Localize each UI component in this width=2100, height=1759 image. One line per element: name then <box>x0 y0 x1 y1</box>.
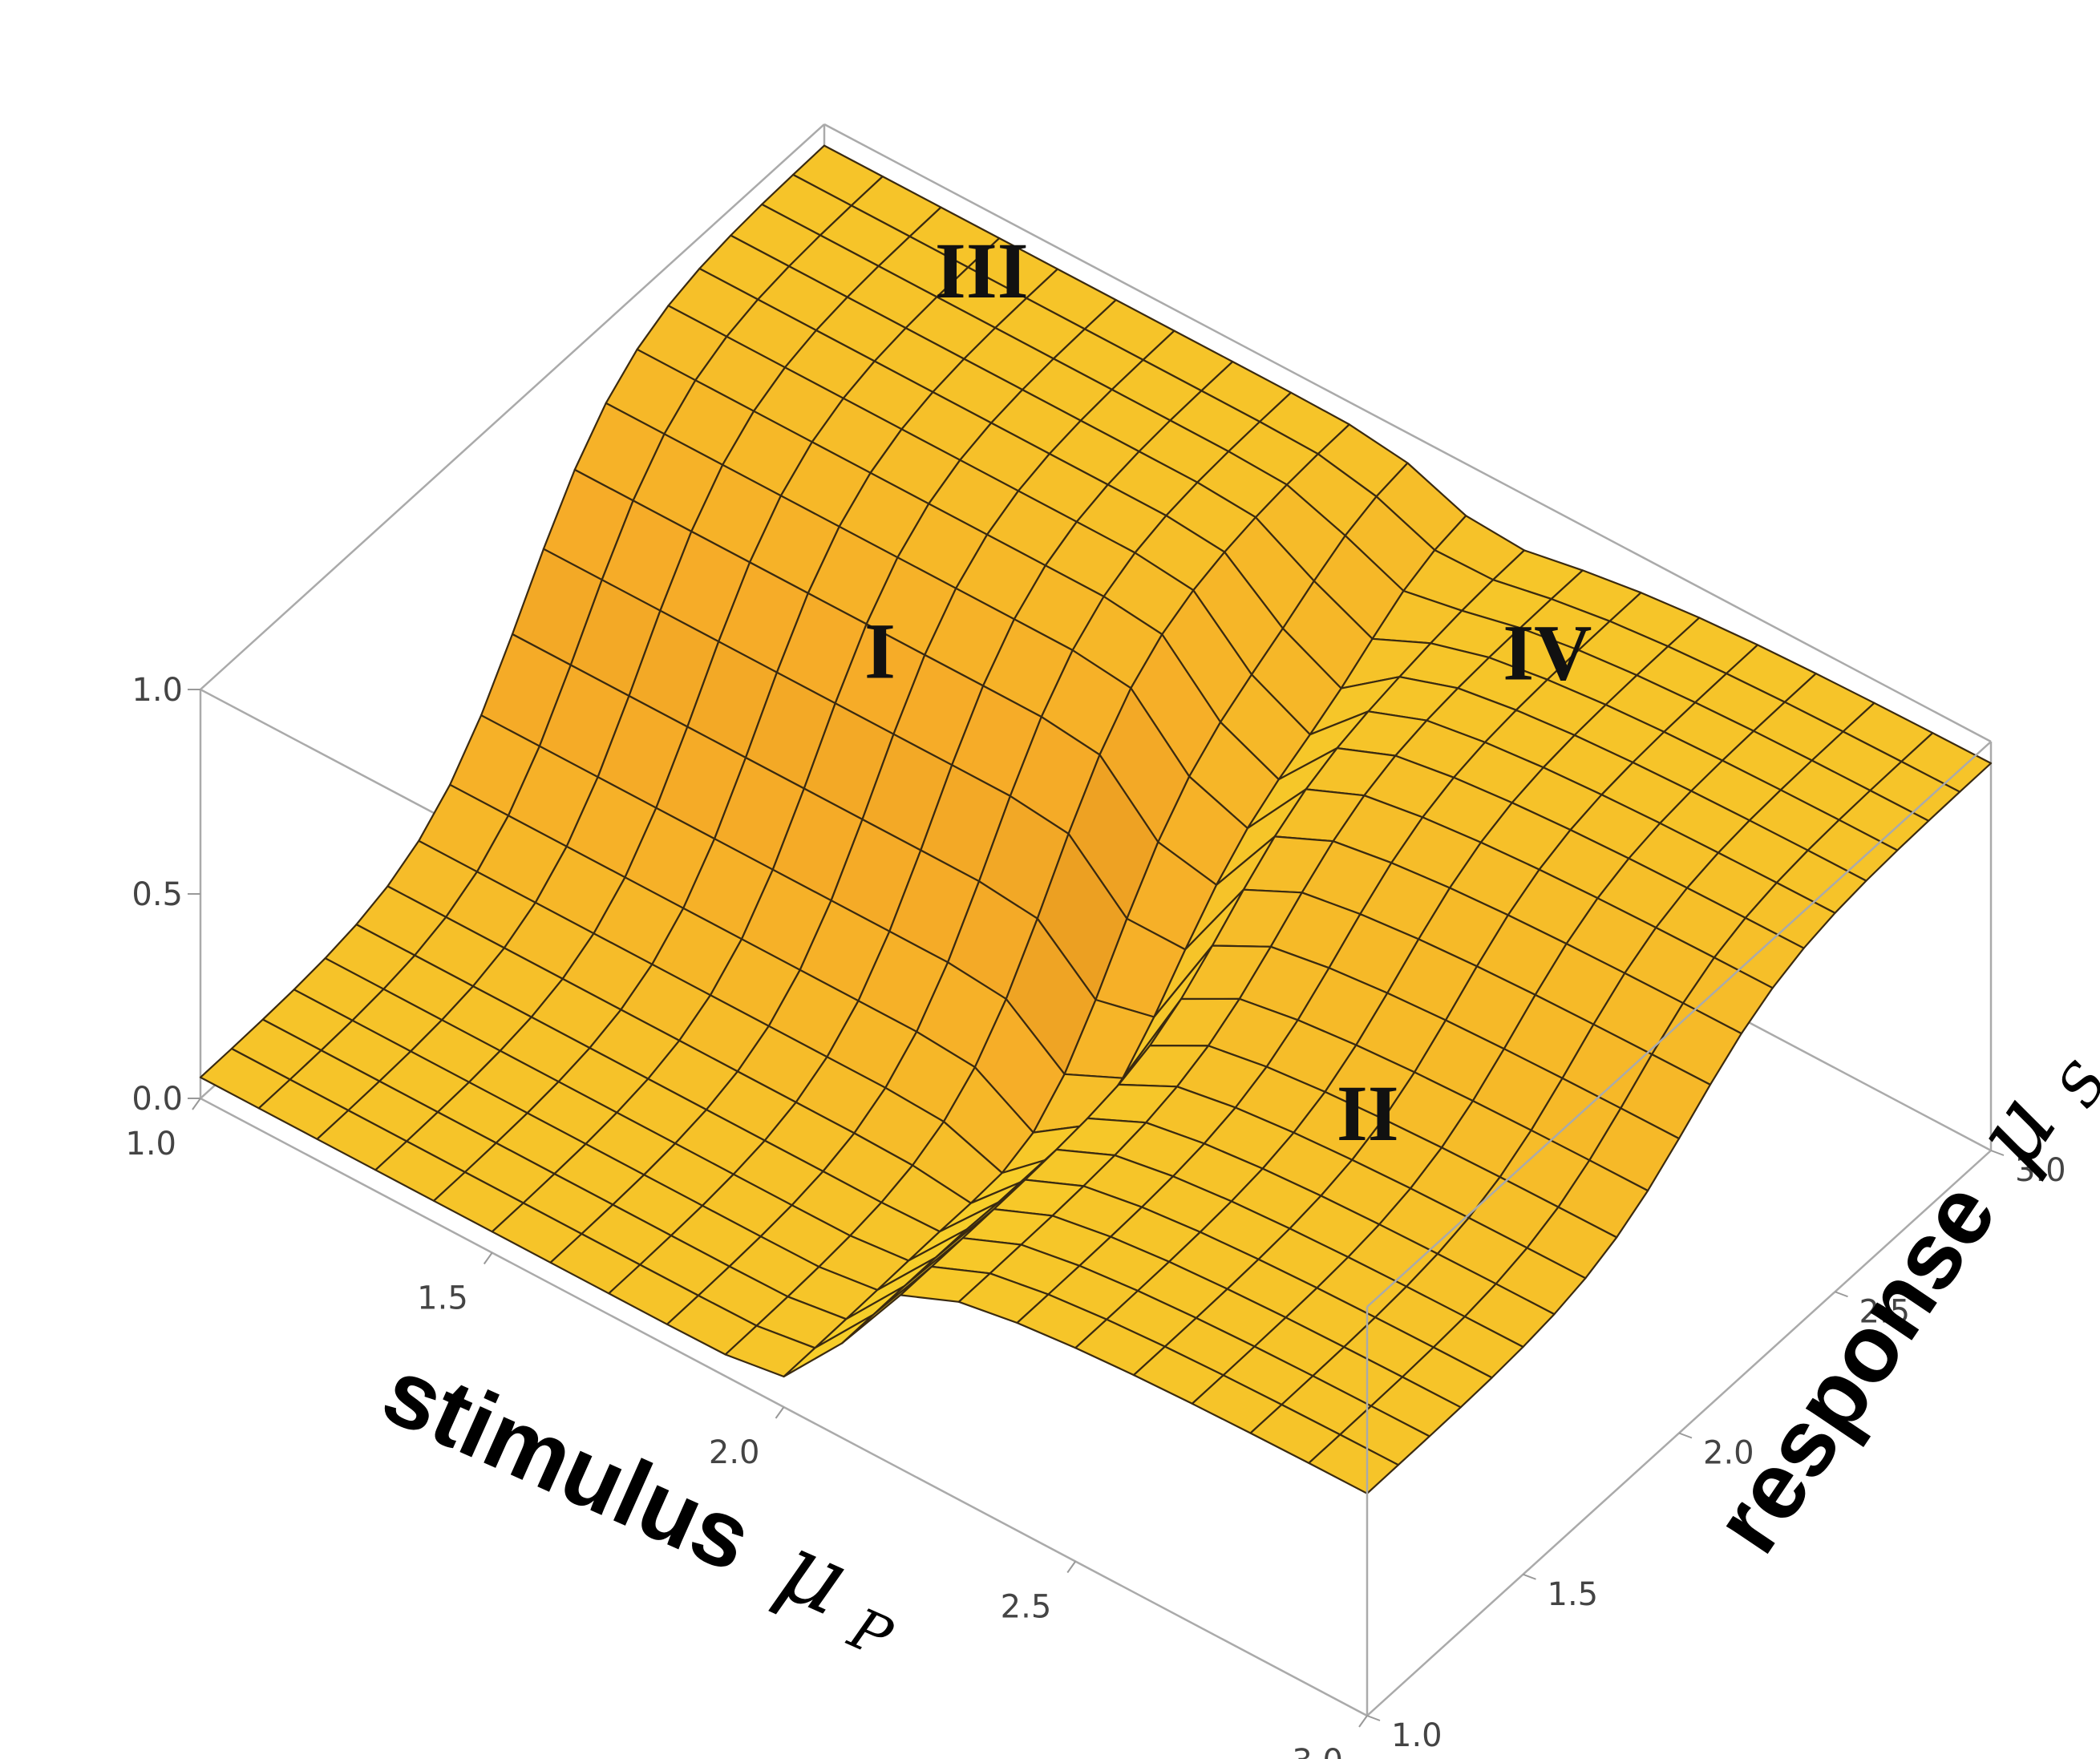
y-tick-mark <box>1366 1715 1381 1721</box>
z-tick-label: 1.0 <box>132 672 183 709</box>
region-label-ii: II <box>1337 1069 1399 1158</box>
x-tick-label: 1.5 <box>417 1280 468 1317</box>
y-tick-mark <box>1523 1573 1536 1580</box>
x-axis-symbol: μ <box>763 1510 864 1636</box>
x-tick-label: 3.0 <box>1292 1743 1343 1759</box>
x-tick-mark <box>483 1252 493 1265</box>
x-tick-label: 2.0 <box>709 1434 760 1471</box>
region-label-iii: III <box>935 226 1029 315</box>
y-tick-mark <box>1678 1432 1693 1439</box>
x-tick-mark <box>192 1098 201 1110</box>
y-axis-title: response μ S <box>1691 1021 2100 1577</box>
z-tick-label: 0.5 <box>132 876 183 913</box>
y-axis-title-text: response <box>1693 1163 2017 1571</box>
y-tick-mark <box>1835 1291 1848 1298</box>
box-edge <box>1366 741 1992 1308</box>
x-tick-mark <box>1358 1715 1368 1728</box>
y-tick-label: 2.5 <box>1859 1293 1911 1330</box>
y-tick-label: 3.0 <box>2015 1152 2066 1189</box>
box-edge <box>200 123 825 690</box>
x-axis-subscript: P <box>839 1595 903 1672</box>
surface-patch <box>1308 1433 1400 1494</box>
surface-mesh <box>199 144 1993 1494</box>
x-tick-mark <box>1066 1560 1077 1574</box>
y-tick-label: 1.5 <box>1548 1576 1599 1613</box>
z-tick-label: 0.0 <box>132 1081 183 1118</box>
x-tick-label: 1.0 <box>125 1126 176 1163</box>
y-axis-subscript: S <box>2045 1050 2100 1119</box>
x-tick-label: 2.5 <box>1001 1589 1052 1626</box>
y-tick-label: 2.0 <box>1703 1435 1754 1472</box>
region-label-iv: IV <box>1503 609 1592 698</box>
x-axis-title: stimulus μ P <box>364 1335 925 1672</box>
region-label-i: I <box>864 607 896 696</box>
x-axis-title-text: stimulus <box>368 1337 767 1592</box>
y-tick-mark <box>1990 1150 2005 1156</box>
axis-ticks: 1.0 1.5 2.0 2.5 3.0 1.0 1.5 2.0 2.5 3.0 0.0 0.5 1.0 <box>125 672 2066 1759</box>
x-tick-mark <box>775 1406 785 1419</box>
y-tick-label: 1.0 <box>1391 1717 1442 1754</box>
box-edge <box>823 123 1992 743</box>
